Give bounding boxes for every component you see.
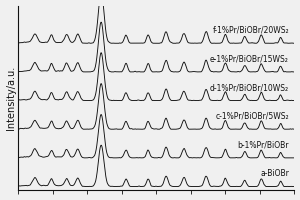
Text: b-1%Pr/BiOBr: b-1%Pr/BiOBr xyxy=(237,141,289,150)
Text: c-1%Pr/BiOBr/5WS₂: c-1%Pr/BiOBr/5WS₂ xyxy=(215,112,289,121)
Text: a-BiOBr: a-BiOBr xyxy=(260,169,289,178)
Y-axis label: Intensity/a.u.: Intensity/a.u. xyxy=(6,66,16,130)
Text: f-1%Pr/BiOBr/20WS₂: f-1%Pr/BiOBr/20WS₂ xyxy=(212,26,289,35)
Text: d-1%Pr/BiOBr/10WS₂: d-1%Pr/BiOBr/10WS₂ xyxy=(210,83,289,92)
Text: e-1%Pr/BiOBr/15WS₂: e-1%Pr/BiOBr/15WS₂ xyxy=(210,55,289,64)
